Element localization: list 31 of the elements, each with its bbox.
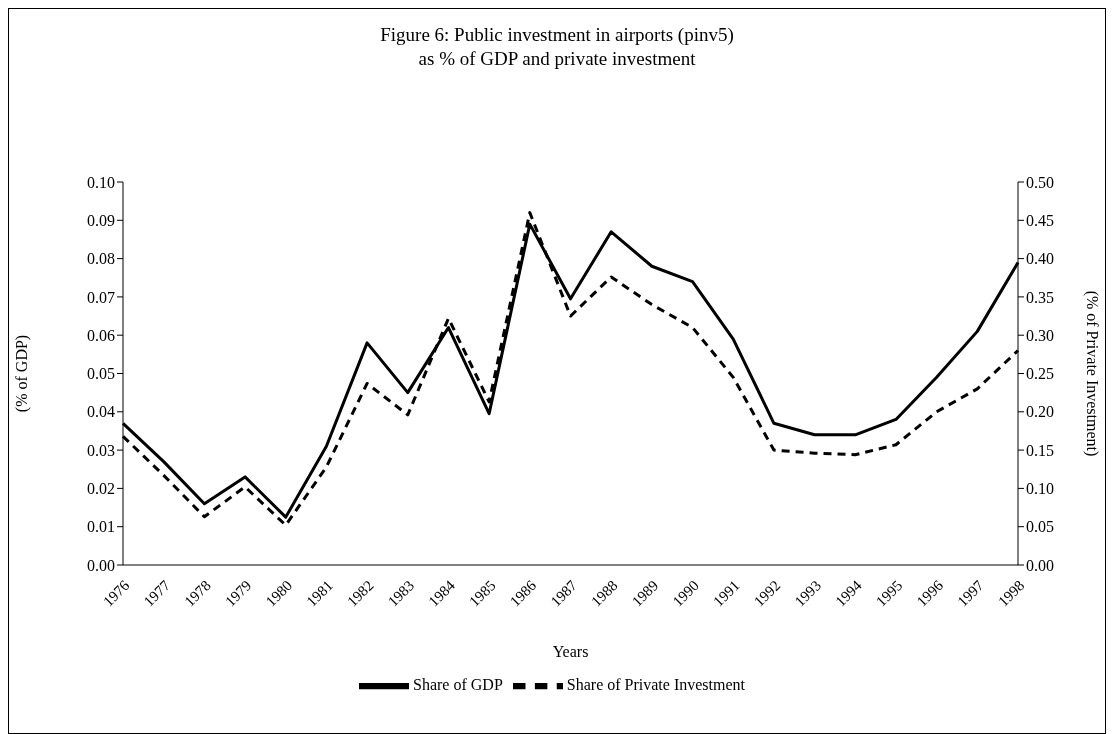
y2-tick-label: 0.05 [1026, 518, 1054, 536]
y-tick-label: 0.02 [87, 480, 115, 498]
y2-tick-label: 0.15 [1026, 441, 1054, 459]
y-tick-label: 0.10 [87, 173, 115, 191]
y2-tick-label: 0.35 [1026, 288, 1054, 306]
x-tick-label: 1983 [384, 577, 418, 610]
y-tick-label: 0.00 [87, 556, 115, 574]
y-tick-label: 0.08 [87, 250, 115, 268]
y-tick-label: 0.09 [87, 211, 115, 229]
y2-tick-label: 0.50 [1026, 173, 1054, 191]
legend-label: Share of Private Investment [566, 675, 745, 693]
legend-label: Share of GDP [413, 675, 503, 693]
y2-tick-label: 0.30 [1026, 326, 1054, 344]
y-axis-title: (% of GDP) [12, 334, 31, 413]
x-axis-title: Years [552, 643, 589, 660]
y2-tick-label: 0.10 [1026, 480, 1054, 498]
x-tick-label: 1989 [628, 577, 662, 610]
x-tick-label: 1992 [750, 577, 784, 610]
y-tick-label: 0.07 [87, 288, 115, 306]
y2-axis-title: (% of Private Investment) [1083, 290, 1102, 457]
y-tick-label: 0.06 [87, 326, 115, 344]
y-tick-label: 0.03 [87, 441, 115, 459]
y2-tick-label: 0.40 [1026, 250, 1054, 268]
y-tick-label: 0.05 [87, 365, 115, 383]
y-tick-label: 0.01 [87, 518, 115, 536]
y2-tick-label: 0.20 [1026, 403, 1054, 421]
chart-title: Figure 6: Public investment in airports (pinv5) as % of GDP and private investment [379, 23, 735, 71]
y2-tick-label: 0.25 [1026, 365, 1054, 383]
y2-tick-label: 0.00 [1026, 556, 1054, 574]
y2-tick-label: 0.45 [1026, 211, 1054, 229]
y-tick-label: 0.04 [87, 403, 115, 421]
